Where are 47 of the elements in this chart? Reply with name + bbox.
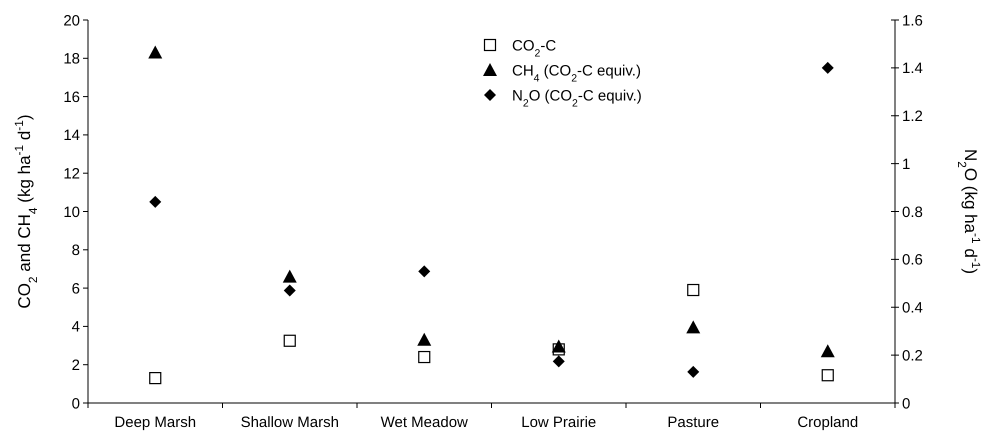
y-tick-label: 14 bbox=[63, 127, 80, 144]
point bbox=[822, 62, 834, 74]
x-tick-label: Shallow Marsh bbox=[240, 414, 339, 431]
y-tick-label: 6 bbox=[72, 280, 80, 298]
y2-tick-label: 1.4 bbox=[902, 60, 923, 78]
point bbox=[284, 284, 296, 296]
point bbox=[148, 46, 162, 59]
y-tick-label: 12 bbox=[63, 165, 80, 182]
point bbox=[686, 320, 700, 334]
x-tick-label: Cropland bbox=[797, 414, 858, 431]
y-tick-label: 2 bbox=[72, 356, 80, 374]
y2-tick-label: 0.4 bbox=[902, 300, 923, 316]
point bbox=[284, 334, 296, 347]
y2-tick-label: 1.2 bbox=[902, 108, 923, 125]
point bbox=[820, 344, 835, 358]
point bbox=[687, 284, 700, 296]
point bbox=[149, 372, 162, 384]
x-tick-label: Low Prairie bbox=[521, 414, 596, 431]
y-tick-label: 0 bbox=[72, 395, 80, 412]
point bbox=[417, 332, 432, 346]
point bbox=[552, 355, 565, 368]
y-tick-label: 20 bbox=[63, 12, 80, 30]
legend-label: CH$_{4}$ (CO$_{2}$-C equiv.) bbox=[512, 62, 641, 84]
y-tick-label: 18 bbox=[63, 50, 80, 68]
y-tick-label: 16 bbox=[63, 88, 80, 106]
y2-tick-label: 0.8 bbox=[902, 204, 923, 221]
y-tick-label: 10 bbox=[63, 204, 80, 221]
y2-tick-label: 0.2 bbox=[902, 347, 923, 364]
legend-label: CO$_{2}$-C bbox=[512, 37, 556, 60]
y-tick-label: 4 bbox=[72, 318, 80, 336]
x-tick-label: Pasture bbox=[667, 414, 720, 431]
point bbox=[822, 369, 834, 382]
point bbox=[418, 350, 430, 364]
y-tick-label: 8 bbox=[72, 242, 80, 260]
point bbox=[149, 196, 162, 208]
x-tick-label: Deep Marsh bbox=[114, 414, 196, 431]
y2-tick-label: 1.6 bbox=[902, 12, 923, 30]
legend-label: N$_{2}$O (CO$_{2}$-C equiv.) bbox=[512, 87, 642, 110]
point bbox=[282, 270, 297, 283]
y2-tick-label: 0 bbox=[902, 395, 910, 412]
x-tick-label: Wet Meadow bbox=[380, 414, 468, 431]
point bbox=[687, 366, 700, 378]
y2-tick-label: 1 bbox=[902, 156, 910, 173]
point bbox=[418, 265, 430, 278]
point bbox=[552, 343, 565, 356]
point bbox=[552, 340, 566, 353]
y2-tick-label: 0.6 bbox=[902, 252, 923, 269]
